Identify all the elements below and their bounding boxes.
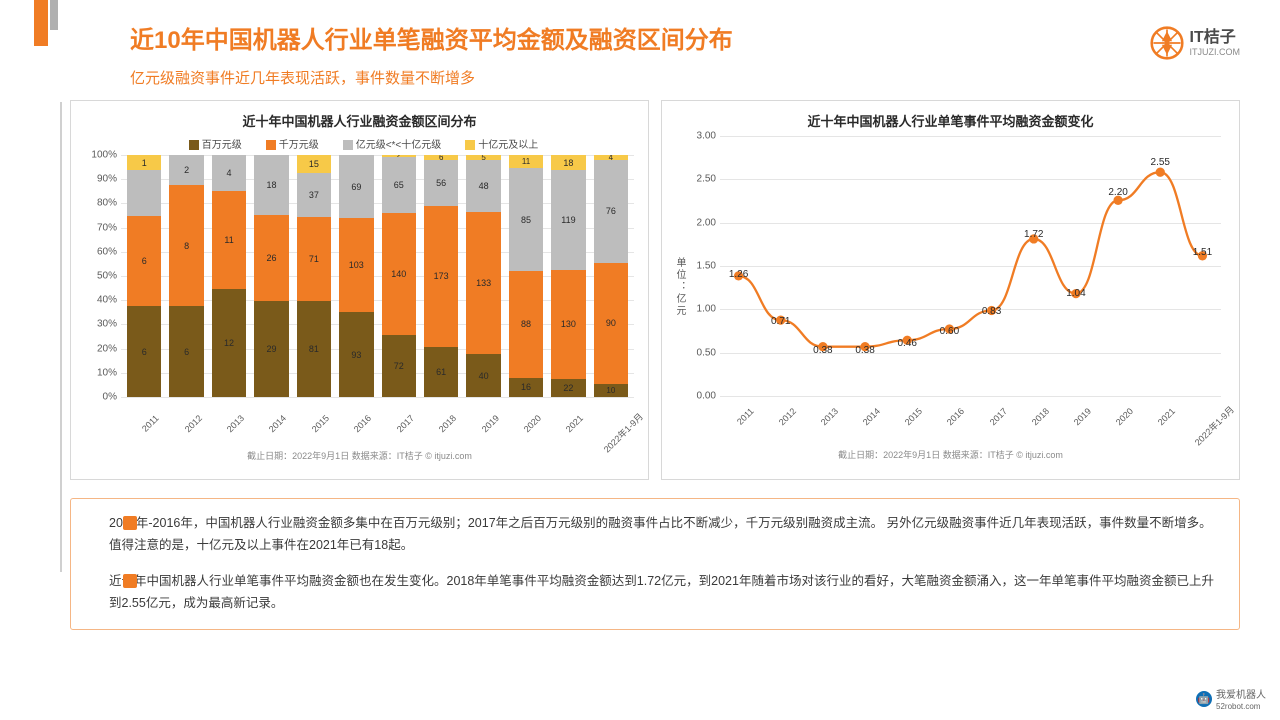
header: 近10年中国机器人行业单笔融资平均金额及融资区间分布 亿元级融资事件近几年表现活… [130, 20, 1200, 88]
line-chart-plot: 单位：亿元 0.000.501.001.502.002.503.00 20112… [720, 136, 1221, 424]
page-subtitle: 亿元级融资事件近几年表现活跃，事件数量不断增多 [130, 67, 1200, 88]
bar-chart-plot: 0%10%20%30%40%50%60%70%80%90%100% 661201… [121, 155, 634, 425]
brand-logo: IT桔子 ITJUZI.COM [1150, 26, 1241, 60]
bar-chart-note: 截止日期：2022年9月1日 数据来源：IT桔子 © itjuzi.com [79, 449, 640, 462]
bullet-icon [123, 516, 137, 530]
line-chart-note: 截止日期：2022年9月1日 数据来源：IT桔子 © itjuzi.com [670, 448, 1231, 461]
notes-para: 近十年中国机器人行业单笔事件平均融资金额也在发生变化。2018年单笔事件平均融资… [109, 571, 1221, 615]
page-title: 近10年中国机器人行业单笔融资平均金额及融资区间分布 [130, 20, 1200, 55]
notes-box: 2011年-2016年，中国机器人行业融资金额多集中在百万元级别；2017年之后… [70, 498, 1240, 630]
orange-slice-icon [1150, 26, 1184, 60]
logo-name: IT桔子 [1190, 30, 1241, 46]
bullet-icon [123, 574, 137, 588]
logo-domain: ITJUZI.COM [1190, 48, 1241, 57]
notes-text: 近十年中国机器人行业单笔事件平均融资金额也在发生变化。2018年单笔事件平均融资… [109, 574, 1214, 610]
notes-para: 2011年-2016年，中国机器人行业融资金额多集中在百万元级别；2017年之后… [109, 513, 1221, 557]
slide-accent [0, 0, 56, 720]
line-chart-title: 近十年中国机器人行业单笔事件平均融资金额变化 [670, 111, 1231, 130]
footer-site: 我爱机器人 [1216, 690, 1266, 701]
robot-icon: 🤖 [1196, 691, 1212, 707]
notes-text: 2011年-2016年，中国机器人行业融资金额多集中在百万元级别；2017年之后… [109, 516, 1212, 552]
bar-chart-legend: 百万元级千万元级亿元级<*<十亿元级十亿元及以上 [79, 136, 640, 151]
footer-watermark: 🤖 我爱机器人 52robot.com [1196, 686, 1266, 712]
footer-domain: 52robot.com [1216, 702, 1260, 711]
line-chart-panel: 近十年中国机器人行业单笔事件平均融资金额变化 单位：亿元 0.000.501.0… [661, 100, 1240, 480]
left-divider [60, 102, 62, 572]
bar-chart-title: 近十年中国机器人行业融资金额区间分布 [79, 111, 640, 130]
bar-chart-panel: 近十年中国机器人行业融资金额区间分布 百万元级千万元级亿元级<*<十亿元级十亿元… [70, 100, 649, 480]
